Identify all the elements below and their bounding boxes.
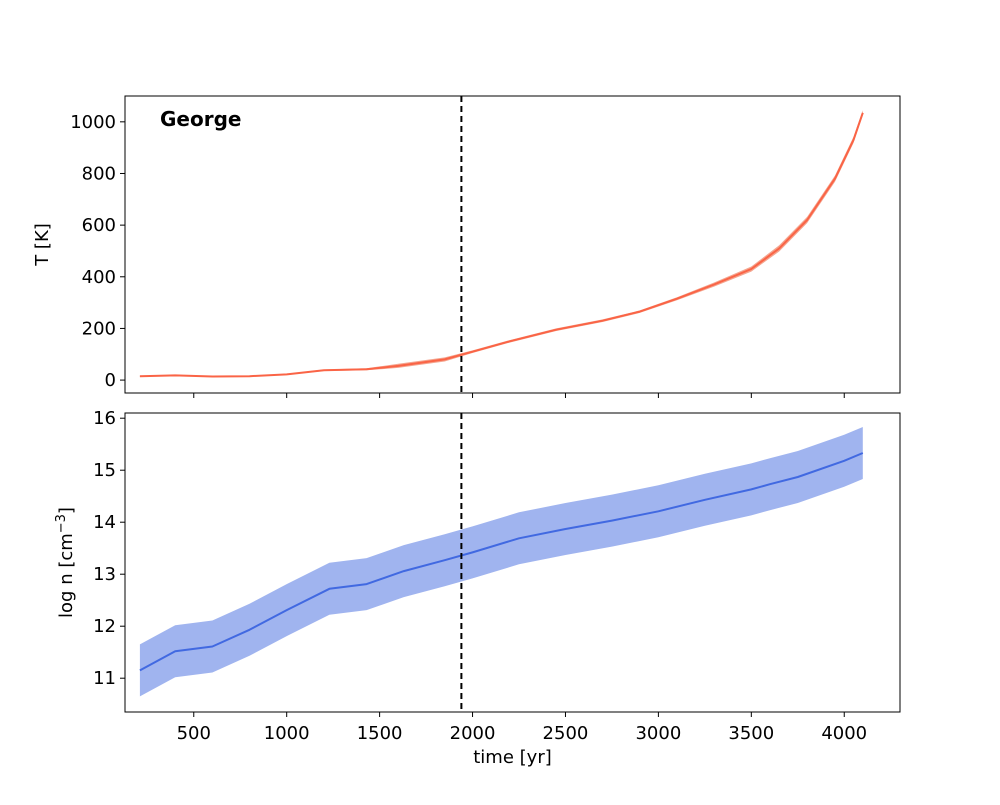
series-line-0-0 [140, 113, 863, 377]
y-tick-label-1-0: 11 [93, 668, 116, 689]
x-tick-label-1-0: 500 [177, 723, 211, 744]
y-axis-label-0: T [K] [32, 223, 53, 267]
x-axis-label: time [yr] [473, 747, 552, 768]
x-tick-label-1-2: 1500 [357, 723, 403, 744]
x-tick-label-1-4: 2500 [543, 723, 589, 744]
y-axis-label-sup: −3 [54, 514, 69, 533]
y-tick-label-0-1: 200 [82, 318, 116, 339]
y-tick-label-1-4: 15 [93, 460, 116, 481]
y-axis-label-main: log n [cm [56, 533, 77, 618]
x-tick-label-1-6: 3500 [728, 723, 774, 744]
x-tick-label-1-5: 3000 [635, 723, 681, 744]
x-tick-label-1-7: 4000 [821, 723, 867, 744]
x-tick-label-1-3: 2000 [450, 723, 496, 744]
y-tick-label-0-4: 800 [82, 163, 116, 184]
y-tick-label-1-3: 14 [93, 512, 116, 533]
confidence-band-0-0 [140, 110, 863, 377]
y-tick-label-1-2: 13 [93, 564, 116, 585]
y-tick-label-0-0: 0 [105, 370, 116, 391]
y-axis-label-end: ] [56, 507, 77, 514]
x-tick-label-1-1: 1000 [264, 723, 310, 744]
panel-annotation: George [160, 107, 241, 131]
y-tick-label-0-5: 1000 [70, 112, 116, 133]
y-tick-label-0-3: 600 [82, 215, 116, 236]
confidence-band-1-0 [140, 427, 863, 696]
y-tick-label-0-2: 400 [82, 267, 116, 288]
y-tick-label-1-5: 16 [93, 408, 116, 429]
y-axis-label-1: log n [cm−3] [54, 507, 77, 618]
y-tick-label-1-1: 12 [93, 616, 116, 637]
